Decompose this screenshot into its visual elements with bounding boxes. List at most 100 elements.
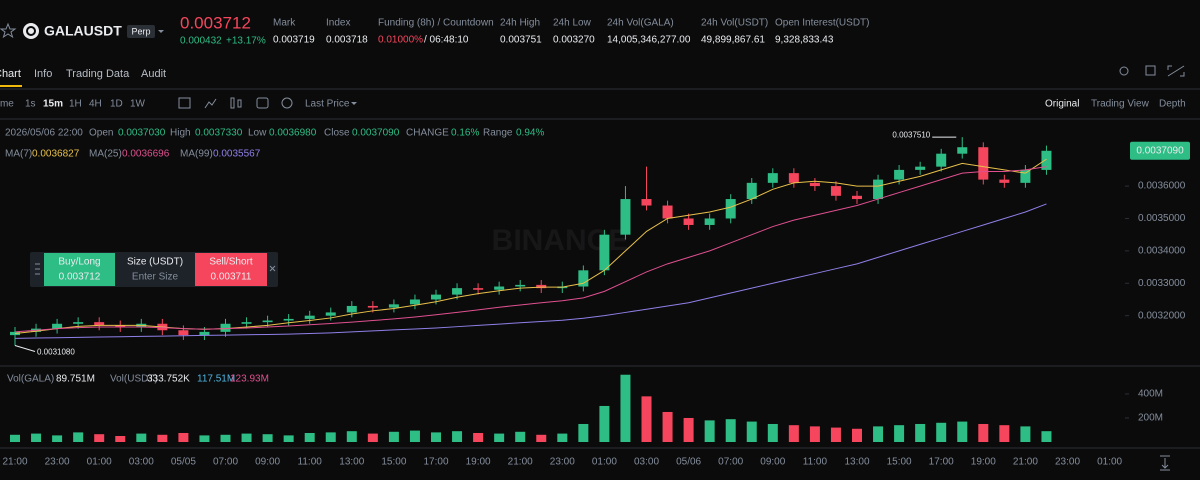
candle-body — [1020, 169, 1031, 183]
order-panel: Buy/Long 0.003712 Size (USDT) Enter Size… — [30, 252, 278, 287]
candle-body — [894, 169, 905, 180]
candle-type-icon-2[interactable] — [237, 99, 242, 108]
volume-bar — [978, 423, 989, 442]
interval[interactable]: 1W — [130, 99, 146, 110]
price-plot: 0.0032000 0.0033000 0.0034000 0.0035000 0.00… — [10, 130, 1190, 357]
candle-body — [178, 330, 189, 336]
x-tick-label: 01:00 — [87, 457, 112, 468]
ohlc-value: 0.16% — [451, 128, 479, 139]
coin-logo-mark — [26, 26, 36, 36]
candle-body — [220, 323, 231, 332]
ma-name: MA(7) — [5, 149, 32, 160]
price-change: 0.000432 — [180, 36, 222, 47]
layout-icon[interactable] — [256, 97, 269, 109]
buy-label[interactable]: Buy/Long — [58, 257, 100, 268]
x-tick-label: 21:00 — [2, 457, 27, 468]
volume-bar — [241, 433, 252, 442]
drag-handle[interactable] — [35, 263, 40, 275]
volume-bar — [178, 432, 189, 442]
interval[interactable]: 1s — [25, 99, 36, 110]
candle-body — [304, 315, 315, 319]
interval[interactable]: 15m — [43, 99, 63, 110]
ohlc-value: 0.0037330 — [195, 128, 243, 139]
candle-body — [767, 173, 778, 183]
interval[interactable]: Time — [0, 99, 14, 110]
view-option[interactable]: Trading View — [1091, 99, 1150, 110]
stat-label: 24h High — [500, 18, 540, 29]
volume-bar — [704, 420, 715, 442]
candle-body — [1041, 150, 1052, 170]
ohlc-value: 0.0037090 — [352, 128, 400, 139]
last-price: 0.003712 — [180, 13, 251, 32]
sell-price[interactable]: 0.003711 — [211, 272, 252, 283]
x-tick-label: 13:00 — [844, 457, 869, 468]
time-axis: 21:00 23:00 01:00 03:00 05/05 07:00 09:00 11:00… — [2, 457, 1122, 468]
indicator-icon[interactable] — [178, 97, 191, 109]
view-option[interactable]: Depth — [1159, 99, 1186, 110]
ohlc-label: Range — [483, 128, 513, 139]
axis-scale-icon[interactable] — [1160, 455, 1170, 471]
candle-body — [515, 284, 526, 287]
stat-label: 24h Low — [553, 18, 592, 29]
symbol-dropdown[interactable] — [158, 30, 164, 33]
candle-type-icon[interactable] — [230, 97, 235, 109]
drawing-icon[interactable] — [204, 98, 217, 109]
candle-body — [957, 147, 968, 154]
volume-bar — [852, 428, 862, 442]
volume-value: 123.93M — [230, 374, 269, 385]
candle-body — [52, 323, 63, 329]
buy-button[interactable] — [44, 253, 115, 286]
volume-bar — [662, 411, 673, 442]
interval[interactable]: 1H — [69, 99, 82, 110]
y-tick-label: 0.0034000 — [1138, 246, 1186, 257]
sell-label[interactable]: Sell/Short — [209, 257, 253, 268]
volume-bar — [73, 432, 84, 442]
interval[interactable]: 4H — [89, 99, 102, 110]
size-input[interactable]: Enter Size — [132, 272, 179, 283]
close-panel[interactable] — [269, 265, 276, 272]
x-tick-label: 15:00 — [381, 457, 406, 468]
candle-body — [494, 286, 505, 290]
alert-icon[interactable] — [1119, 66, 1129, 76]
x-tick-label: 01:00 — [1097, 457, 1122, 468]
volume-bar — [346, 431, 357, 442]
volume-bar — [1041, 431, 1052, 442]
tab[interactable]: Info — [34, 68, 52, 80]
x-tick-label: 03:00 — [129, 457, 154, 468]
x-tick-label: 09:00 — [760, 457, 785, 468]
tab[interactable]: Chart — [0, 68, 21, 80]
candle-body — [704, 218, 715, 225]
symbol[interactable]: GALAUSDT — [44, 23, 122, 39]
contract-badge — [127, 25, 155, 38]
tabs: Chart Info Trading Data Audit — [0, 68, 166, 80]
view-option[interactable]: Original — [1045, 99, 1079, 110]
favorite-icon[interactable] — [0, 22, 17, 39]
volume-bar — [431, 432, 441, 442]
candle-body — [725, 199, 736, 219]
volume-bar — [409, 430, 420, 442]
sell-button[interactable] — [195, 253, 267, 286]
chart-tools — [1119, 65, 1185, 77]
buy-price[interactable]: 0.003712 — [59, 272, 101, 283]
fullscreen-icon[interactable] — [1167, 65, 1185, 77]
candle-body — [641, 199, 652, 206]
volume-bar — [809, 426, 820, 442]
candle-body — [852, 195, 862, 200]
x-tick-label: 01:00 — [592, 457, 617, 468]
volume-bar — [936, 422, 947, 442]
candle-body — [599, 234, 610, 271]
template-icon[interactable] — [281, 97, 293, 109]
tab[interactable]: Audit — [141, 68, 166, 80]
candle-body — [746, 182, 757, 200]
y-tick-label: 400M — [1138, 389, 1163, 400]
ma-name: MA(99) — [180, 149, 213, 160]
y-tick-label: 0.0032000 — [1138, 310, 1186, 321]
stat-value: 14,005,346,277.00 — [607, 35, 691, 46]
tab[interactable]: Trading Data — [66, 68, 130, 80]
interval[interactable]: 1D — [110, 99, 123, 110]
stat-value: 0.003718 — [326, 35, 368, 46]
price-type[interactable]: Last Price — [305, 99, 350, 110]
settings-icon[interactable] — [1145, 65, 1156, 76]
volume-bar — [31, 433, 42, 442]
candle-body — [809, 182, 820, 187]
